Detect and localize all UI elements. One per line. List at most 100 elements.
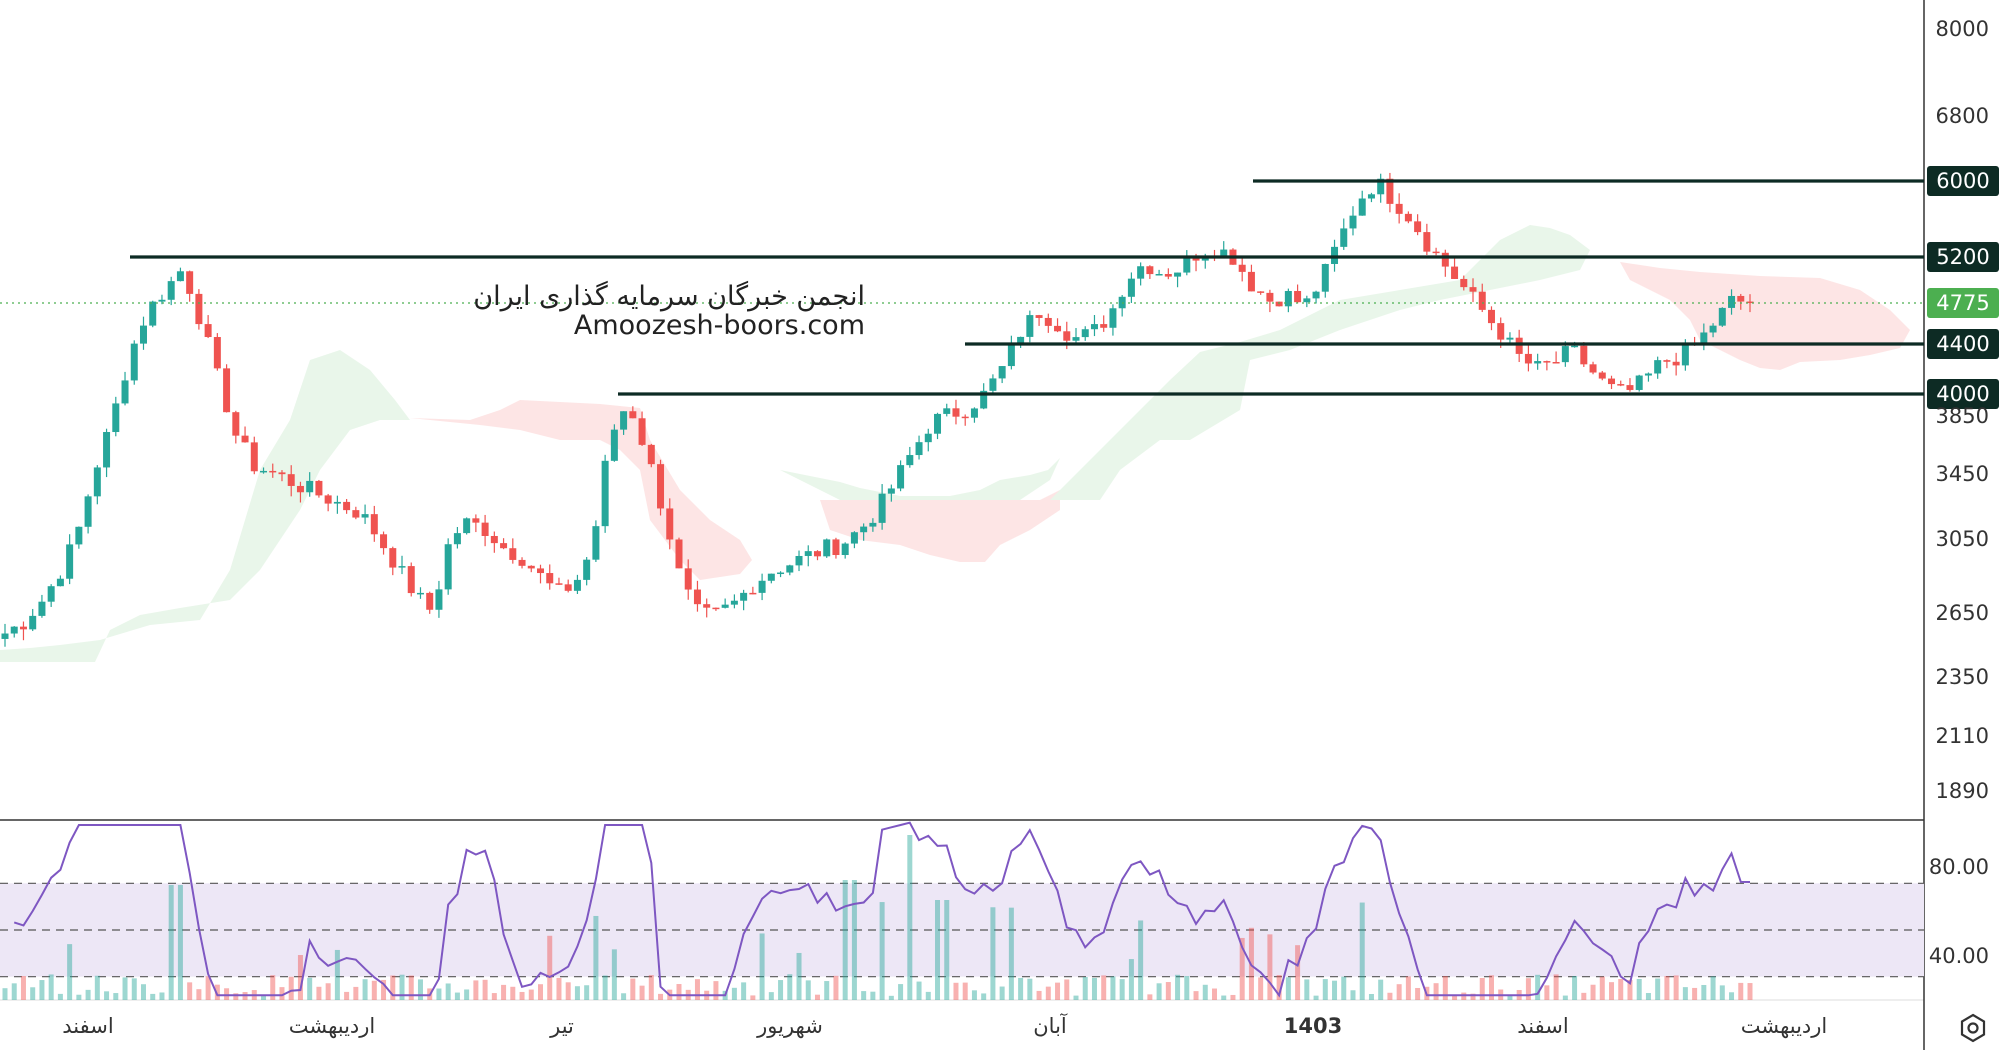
candle-body xyxy=(1127,278,1135,297)
candle-body xyxy=(740,592,748,601)
volume-bar xyxy=(390,975,396,1000)
candle-body xyxy=(481,522,489,536)
support-resistance-lines: 6000 5200 4400 4000 4775 xyxy=(0,166,1999,409)
candle-body xyxy=(934,413,942,434)
candle-body xyxy=(749,592,757,595)
candle-body xyxy=(380,534,388,549)
volume-bar xyxy=(1055,982,1061,1000)
volume-bar xyxy=(381,979,387,1000)
volume-bar xyxy=(879,902,885,1000)
candle-body xyxy=(878,493,886,523)
volume-bar xyxy=(1470,993,1476,1000)
candle-body xyxy=(1515,337,1523,354)
candle-body xyxy=(1561,346,1569,363)
candle-body xyxy=(703,604,711,608)
candle-body xyxy=(112,403,120,433)
volume-bar xyxy=(538,984,544,1000)
volume-bar xyxy=(1285,977,1291,1000)
volume-bar xyxy=(648,975,654,1000)
candle-body xyxy=(1441,252,1449,267)
candle-body xyxy=(250,442,258,472)
volume-bar xyxy=(842,880,848,1000)
volume-bar xyxy=(1581,992,1587,1000)
volume-bar xyxy=(907,835,913,1000)
candle-body xyxy=(1,633,9,639)
candle-body xyxy=(813,551,821,557)
volume-bar xyxy=(399,974,405,1000)
candle-body xyxy=(1294,290,1302,303)
candle-body xyxy=(241,435,249,443)
volume-bar xyxy=(1387,992,1393,1000)
candle-body xyxy=(204,324,212,338)
ichimoku-cloud xyxy=(0,225,1910,662)
cloud-region xyxy=(1620,262,1910,370)
volume-bar xyxy=(888,995,894,1000)
volume-bar xyxy=(325,983,331,1000)
volume-bar xyxy=(1747,983,1753,1000)
candle-body xyxy=(841,543,849,556)
candle-body xyxy=(980,390,988,409)
volume-bar xyxy=(953,982,959,1000)
volume-bar xyxy=(67,944,73,1000)
candle-body xyxy=(1681,343,1689,366)
volume-bar xyxy=(1535,974,1541,1000)
candle-body xyxy=(906,455,914,466)
settings-icon-button[interactable] xyxy=(1955,1010,1991,1046)
candle-body xyxy=(1644,373,1652,376)
candle-body xyxy=(518,559,526,566)
volume-bar xyxy=(1027,978,1033,1000)
candle-body xyxy=(139,325,147,344)
volume-bar xyxy=(288,976,294,1000)
candle-body xyxy=(693,589,701,605)
volume-bar xyxy=(630,978,636,1000)
volume-bar xyxy=(1082,976,1088,1000)
volume-bar xyxy=(1202,984,1208,1000)
candle-body xyxy=(453,533,461,545)
candle-body xyxy=(1737,295,1745,302)
candle-body xyxy=(860,526,868,533)
candle-body xyxy=(887,488,895,494)
candle-body xyxy=(444,544,452,590)
candle-body xyxy=(1072,337,1080,341)
candle-body xyxy=(19,626,27,630)
time-axis-label: اردیبهشت xyxy=(1741,1014,1828,1038)
volume-bar xyxy=(935,900,941,1000)
candle-body xyxy=(176,271,184,282)
candle-body xyxy=(1635,375,1643,390)
volume-bar xyxy=(611,949,617,1000)
candle-body xyxy=(1571,345,1579,348)
price-tick-label: 2650 xyxy=(1936,601,1989,625)
candle-body xyxy=(287,474,295,486)
candle-body xyxy=(555,583,563,585)
candle-body xyxy=(869,522,877,527)
time-axis-label: اردیبهشت xyxy=(289,1014,376,1038)
volume-bar xyxy=(408,975,414,1000)
axes: 8000 6800 3850 3450 3050 2650 2350 2110 1890 80.0… xyxy=(62,17,1989,1038)
volume-bar xyxy=(473,980,479,1000)
candle-body xyxy=(1321,263,1329,292)
volume-bar xyxy=(1415,987,1421,1000)
volume-bar xyxy=(159,992,165,1000)
volume-bar xyxy=(122,977,128,1000)
candle-body xyxy=(306,480,314,493)
candle-body xyxy=(850,532,858,544)
candle-body xyxy=(1608,378,1616,385)
volume-bar xyxy=(1452,994,1458,1000)
candle-body xyxy=(897,465,905,489)
candle-body xyxy=(1349,215,1357,229)
candle-body xyxy=(1728,295,1736,308)
volume-bar xyxy=(1433,983,1439,1000)
candle-body xyxy=(232,412,240,436)
candle-body xyxy=(426,592,434,610)
volume-bar xyxy=(344,991,350,1000)
candle-body xyxy=(278,472,286,475)
volume-bar xyxy=(1008,907,1014,1000)
volume-bar xyxy=(1184,976,1190,1000)
candle-body xyxy=(324,495,332,504)
volume-bar xyxy=(1147,994,1153,1000)
volume-bar xyxy=(1258,977,1264,1000)
candle-body xyxy=(223,368,231,413)
volume-bar xyxy=(1562,995,1568,1000)
volume-bar xyxy=(20,976,26,1000)
volume-bar xyxy=(362,979,368,1000)
